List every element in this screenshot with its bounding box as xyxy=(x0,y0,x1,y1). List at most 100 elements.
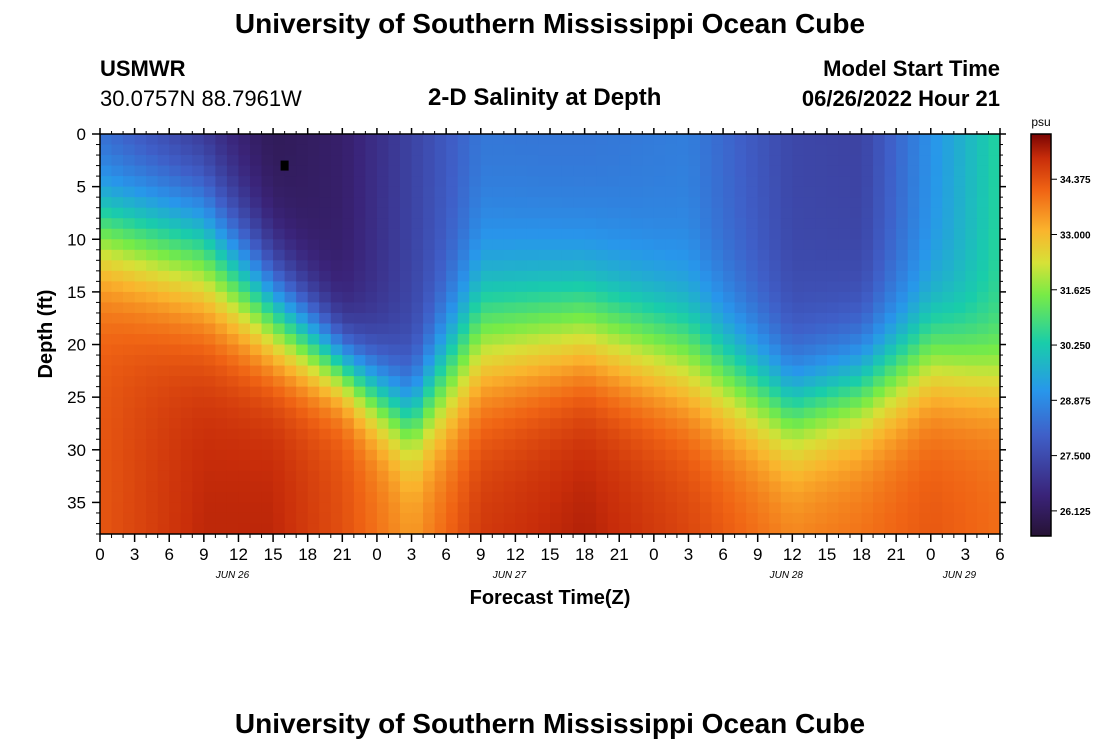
heatmap-cell xyxy=(561,418,574,430)
heatmap-cell xyxy=(296,197,309,209)
heatmap-cell xyxy=(688,144,701,156)
heatmap-cell xyxy=(353,249,366,261)
heatmap-cell xyxy=(296,344,309,356)
heatmap-cell xyxy=(169,197,182,209)
heatmap-cell xyxy=(815,291,828,304)
heatmap-cell xyxy=(446,312,459,325)
heatmap-cell xyxy=(353,418,366,430)
heatmap-cell xyxy=(423,449,436,461)
heatmap-cell xyxy=(307,291,320,304)
heatmap-cell xyxy=(180,491,193,504)
heatmap-cell xyxy=(723,523,736,534)
heatmap-cell xyxy=(873,312,886,325)
heatmap-cell xyxy=(353,186,366,198)
heatmap-cell xyxy=(192,386,205,398)
heatmap-cell xyxy=(411,523,424,534)
heatmap-cell xyxy=(169,460,182,472)
heatmap-cell xyxy=(503,355,516,367)
heatmap-cell xyxy=(619,270,632,282)
heatmap-cell xyxy=(319,512,332,525)
heatmap-cell xyxy=(469,418,482,430)
heatmap-cell xyxy=(446,386,459,398)
heatmap-cell xyxy=(411,144,424,156)
heatmap-cell xyxy=(584,428,597,440)
heatmap-cell xyxy=(353,197,366,209)
heatmap-cell xyxy=(642,165,655,177)
heatmap-cell xyxy=(192,228,205,240)
heatmap-cell xyxy=(838,302,851,314)
heatmap-cell xyxy=(826,207,840,219)
heatmap-cell xyxy=(180,134,193,146)
heatmap-cell xyxy=(411,218,424,230)
heatmap-cell xyxy=(342,155,355,167)
y-tick-label: 35 xyxy=(67,493,86,512)
heatmap-cell xyxy=(688,302,701,314)
heatmap-cell xyxy=(676,134,690,146)
heatmap-cell xyxy=(492,155,505,167)
heatmap-cell xyxy=(180,470,193,482)
heatmap-cell xyxy=(446,291,459,304)
heatmap-cell xyxy=(884,502,897,514)
heatmap-cell xyxy=(896,260,909,272)
y-tick-label: 10 xyxy=(67,230,86,249)
heatmap-cell xyxy=(446,186,459,198)
heatmap-cell xyxy=(861,491,874,504)
heatmap-cell xyxy=(561,512,574,525)
heatmap-cell xyxy=(757,439,770,451)
heatmap-cell xyxy=(342,302,355,314)
heatmap-cell xyxy=(307,512,320,525)
heatmap-cell xyxy=(330,365,343,377)
heatmap-cell xyxy=(884,312,897,325)
heatmap-cell xyxy=(723,376,736,388)
x-tick-label: 0 xyxy=(372,545,381,564)
heatmap-cell xyxy=(111,334,124,346)
heatmap-cell xyxy=(538,197,551,209)
heatmap-cell xyxy=(400,249,413,261)
heatmap-cell xyxy=(584,334,597,346)
heatmap-cell xyxy=(642,260,655,272)
heatmap-cell xyxy=(538,218,551,230)
heatmap-cell xyxy=(226,323,240,335)
heatmap-cell xyxy=(515,249,528,261)
heatmap-cell xyxy=(515,344,528,356)
heatmap-cell xyxy=(203,207,216,219)
heatmap-cell xyxy=(792,302,805,314)
heatmap-cell xyxy=(192,197,205,209)
heatmap-cell xyxy=(296,207,309,219)
heatmap-cell xyxy=(573,197,586,209)
heatmap-cell xyxy=(423,186,436,198)
heatmap-cell xyxy=(296,502,309,514)
heatmap-cell xyxy=(942,134,955,146)
heatmap-cell xyxy=(850,449,863,461)
heatmap-cell xyxy=(746,291,759,304)
heatmap-cell xyxy=(538,228,551,240)
heatmap-cell xyxy=(688,334,701,346)
heatmap-cell xyxy=(676,418,690,430)
heatmap-cell xyxy=(192,134,205,146)
heatmap-cell xyxy=(734,407,747,419)
heatmap-cell xyxy=(861,228,874,240)
heatmap-cell xyxy=(976,249,990,261)
heatmap-cell xyxy=(353,323,366,335)
heatmap-cell xyxy=(526,312,540,325)
heatmap-cell xyxy=(330,397,343,409)
heatmap-cell xyxy=(365,439,378,451)
heatmap-cell xyxy=(353,481,366,493)
heatmap-cell xyxy=(850,144,863,156)
heatmap-cell xyxy=(700,397,713,409)
heatmap-cell xyxy=(630,323,643,335)
heatmap-cell xyxy=(757,197,770,209)
heatmap-cell xyxy=(780,144,793,156)
heatmap-cell xyxy=(815,481,828,493)
heatmap-cell xyxy=(584,312,597,325)
heatmap-cell xyxy=(896,302,909,314)
heatmap-cell xyxy=(942,460,955,472)
heatmap-cell xyxy=(907,281,920,293)
heatmap-cell xyxy=(965,481,978,493)
heatmap-cell xyxy=(630,197,643,209)
heatmap-cell xyxy=(803,365,816,377)
heatmap-cell xyxy=(400,449,413,461)
heatmap-cell xyxy=(596,523,609,534)
heatmap-cell xyxy=(907,407,920,419)
heatmap-cell xyxy=(953,470,966,482)
